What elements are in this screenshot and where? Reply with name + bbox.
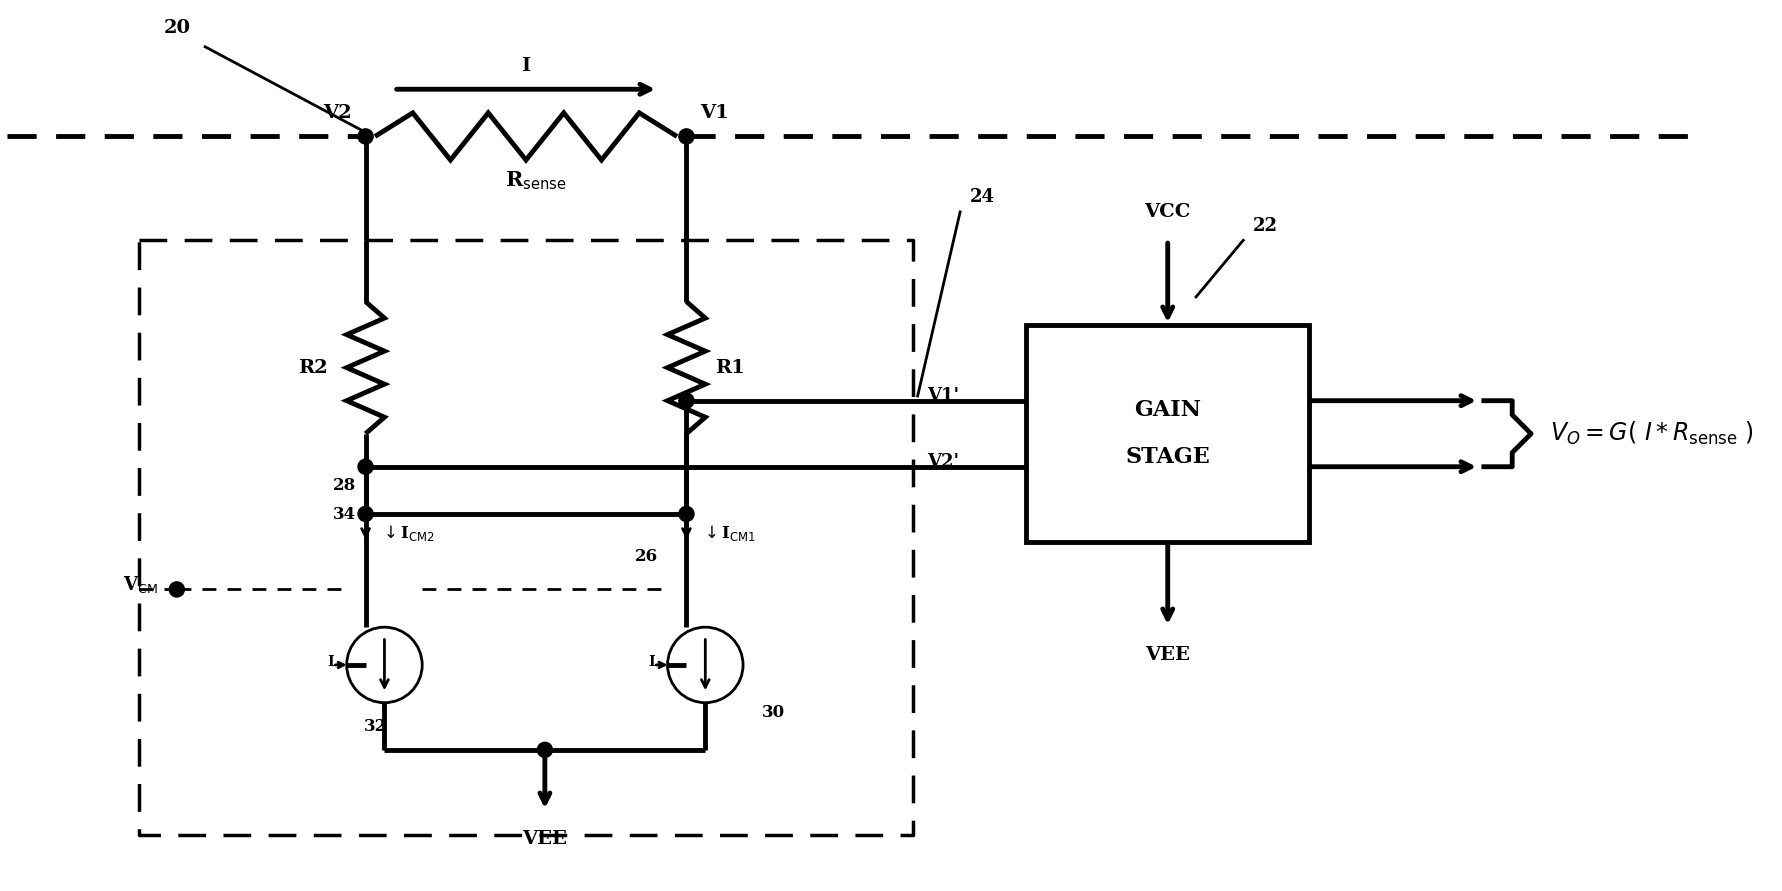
Text: R2: R2: [298, 359, 328, 377]
Text: L: L: [328, 655, 337, 669]
Text: R$_{\mathsf{sense}}$: R$_{\mathsf{sense}}$: [504, 169, 567, 192]
Text: 34: 34: [333, 506, 356, 523]
Text: $V_O = G( \ I * R_{\rm sense}\ )$: $V_O = G( \ I * R_{\rm sense}\ )$: [1550, 421, 1753, 447]
Bar: [1026, 325, 1310, 543]
Text: 24: 24: [969, 189, 994, 207]
Circle shape: [679, 129, 693, 144]
Circle shape: [358, 506, 372, 521]
Text: GAIN: GAIN: [1133, 399, 1201, 421]
Circle shape: [358, 129, 372, 144]
Text: VEE: VEE: [1146, 646, 1190, 664]
Text: $\downarrow$I$_{\rm CM1}$: $\downarrow$I$_{\rm CM1}$: [700, 523, 756, 543]
Text: V1': V1': [927, 387, 959, 405]
Text: 28: 28: [333, 478, 356, 495]
Text: 30: 30: [763, 704, 786, 721]
Text: I: I: [522, 57, 531, 75]
Text: V$_{\rm CM}$: V$_{\rm CM}$: [123, 574, 159, 595]
Circle shape: [358, 459, 372, 474]
Circle shape: [538, 742, 552, 757]
Text: STAGE: STAGE: [1126, 446, 1210, 469]
Text: 20: 20: [164, 19, 191, 37]
Circle shape: [679, 393, 693, 408]
Circle shape: [169, 582, 184, 597]
Text: V1: V1: [700, 104, 729, 122]
Text: L: L: [649, 655, 658, 669]
Text: 32: 32: [364, 718, 387, 735]
Text: 26: 26: [634, 548, 658, 565]
Text: $\downarrow$I$_{\rm CM2}$: $\downarrow$I$_{\rm CM2}$: [380, 523, 435, 543]
Text: VEE: VEE: [522, 830, 567, 848]
Text: VCC: VCC: [1144, 203, 1190, 221]
Text: R1: R1: [715, 359, 745, 377]
Circle shape: [679, 506, 693, 521]
Text: V2': V2': [927, 453, 959, 471]
Text: V2: V2: [323, 104, 351, 122]
Text: 22: 22: [1253, 217, 1278, 235]
